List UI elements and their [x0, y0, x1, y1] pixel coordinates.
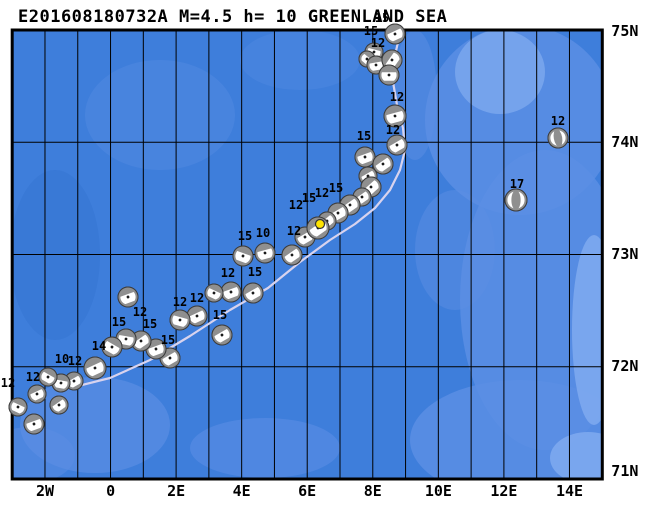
depth-label: 12 [133, 305, 147, 319]
depth-label: 12 [371, 36, 385, 50]
depth-label: 15 [143, 317, 157, 331]
depth-label: 12 [221, 266, 235, 280]
depth-label: 12 [287, 224, 301, 238]
bathymetry-patch [190, 418, 340, 478]
beachball-focal-mechanism [186, 305, 208, 327]
latitude-tick-label: 73N [611, 245, 638, 263]
longitude-tick-label: 0 [106, 482, 115, 500]
depth-label: 17 [510, 177, 524, 191]
focal-mechanism-layer [8, 23, 569, 435]
depth-label: 12 [390, 90, 404, 104]
depth-label: 12 [289, 198, 303, 212]
ocean-layer [12, 30, 603, 479]
bathymetry-patch [12, 427, 75, 479]
bathymetry-patch [415, 190, 495, 310]
beachball-focal-mechanism [386, 134, 408, 156]
beachball-focal-mechanism [254, 242, 276, 264]
beachball-focal-mechanism [547, 127, 569, 149]
depth-label: 12 [26, 370, 40, 384]
depth-label: 15 [112, 315, 126, 329]
depth-label: 12 [190, 291, 204, 305]
beachball-focal-mechanism [49, 395, 69, 415]
longitude-tick-label: 4E [233, 482, 251, 500]
beachball-focal-mechanism [117, 286, 139, 308]
depth-label: 15 [248, 265, 262, 279]
latitude-tick-label: 75N [611, 22, 638, 40]
beachball-focal-mechanism [232, 245, 254, 267]
beachball-focal-mechanism [281, 244, 303, 266]
beachball-focal-mechanism [38, 367, 58, 387]
depth-label: 10 [256, 226, 270, 240]
depth-label: 15 [357, 129, 371, 143]
beachball-focal-mechanism [384, 23, 406, 45]
beachball-focal-mechanism [83, 356, 107, 380]
axis-label-layer: 2W 0 2E 4E 6E 8E 10E 12E 14E 75N 74N 73N 72N 71N [36, 22, 638, 500]
beachball-focal-mechanism [242, 282, 264, 304]
depth-label: 15 [302, 191, 316, 205]
depth-label: 10 [55, 352, 69, 366]
beachball-focal-mechanism [23, 413, 45, 435]
depth-label: 15 [238, 229, 252, 243]
depth-label: 12 [1, 376, 15, 390]
longitude-tick-label: 6E [298, 482, 316, 500]
beachball-focal-mechanism [211, 324, 233, 346]
beachball-focal-mechanism [378, 64, 400, 86]
bathymetry-patch [455, 30, 545, 114]
beachball-focal-mechanism [8, 397, 28, 417]
longitude-tick-label: 10E [425, 482, 452, 500]
map-border [10, 28, 604, 481]
bathymetry-patch [460, 150, 603, 450]
latitude-tick-label: 72N [611, 357, 638, 375]
latitude-tick-label: 74N [611, 133, 638, 151]
beachball-focal-mechanism [169, 309, 191, 331]
depth-label: 15 [364, 24, 378, 38]
beachball-focal-mechanism [383, 104, 407, 128]
depth-label: 12 [173, 295, 187, 309]
depth-label: 15 [329, 181, 343, 195]
figure-title: E201608180732A M=4.5 h= 10 GREENLAND SEA [18, 7, 447, 27]
depth-label: 15 [375, 11, 389, 25]
beachball-focal-mechanism [27, 384, 47, 404]
longitude-tick-label: 2E [167, 482, 185, 500]
longitude-tick-label: 2W [36, 482, 55, 500]
map-frame [10, 28, 604, 481]
beachball-focal-mechanism [354, 146, 376, 168]
depth-label: 12 [386, 123, 400, 137]
bathymetry-patch [550, 432, 603, 479]
latitude-tick-label: 71N [611, 462, 638, 480]
longitude-tick-label: 14E [556, 482, 583, 500]
depth-label: 12 [315, 186, 329, 200]
beachball-focal-mechanism [204, 283, 224, 303]
bathymetry-patch [572, 235, 603, 425]
beachball-focal-mechanism [220, 281, 242, 303]
depth-label: 12 [551, 114, 565, 128]
beachball-focal-mechanism [504, 188, 528, 212]
bathymetry-patch [240, 30, 360, 90]
epicenter-marker [314, 218, 326, 230]
depth-label: 12 [68, 354, 82, 368]
longitude-tick-label: 8E [364, 482, 382, 500]
longitude-tick-label: 12E [490, 482, 517, 500]
depth-label: 15 [213, 308, 227, 322]
beachball-focal-mechanism [101, 336, 123, 358]
bathymetry-patch [85, 60, 235, 170]
depth-label: 14 [92, 339, 106, 353]
depth-label: 15 [161, 333, 175, 347]
